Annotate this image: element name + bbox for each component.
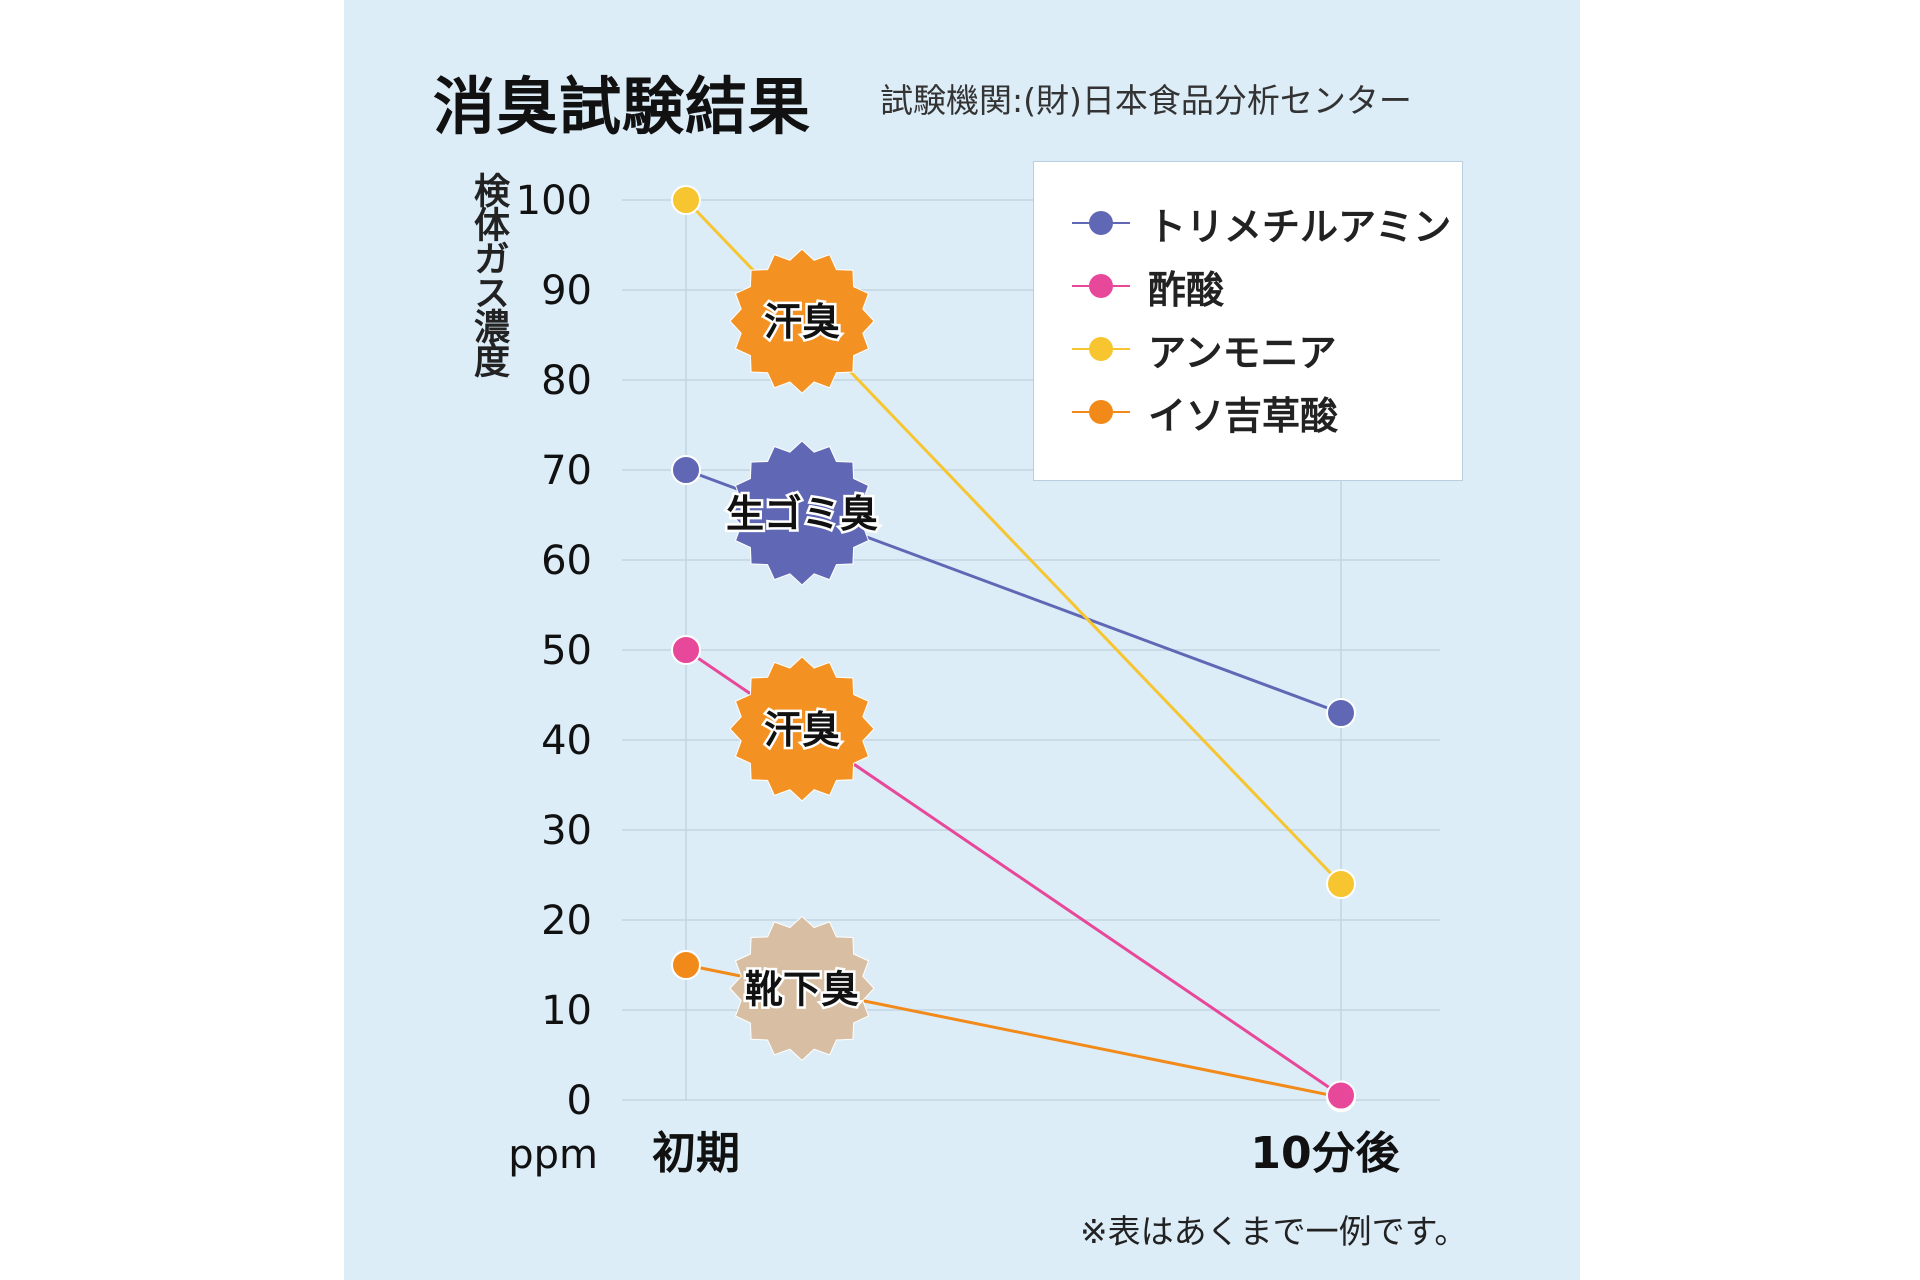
data-point (1326, 1080, 1356, 1111)
y-tick-label: 30 (541, 808, 592, 854)
y-tick-label: 60 (541, 538, 592, 584)
legend-label: イソ吉草酸 (1148, 393, 1339, 438)
disclaimer-note: ※表はあくまで一例です。 (1080, 1212, 1468, 1251)
odor-badge-label: 生ゴミ臭 (726, 492, 878, 536)
legend-label: アンモニア (1148, 330, 1337, 375)
legend-item-ammonia: アンモニア (1072, 324, 1337, 375)
odor-badge-label: 汗臭 (764, 300, 840, 344)
legend-item-isovaleric-acid: イソ吉草酸 (1072, 387, 1339, 438)
data-point (671, 950, 701, 980)
test-institution-label: 試験機関:(財)日本食品分析センター (880, 81, 1412, 120)
legend-marker (1072, 274, 1130, 298)
odor-badge (729, 656, 875, 802)
y-tick-label: 50 (541, 628, 592, 674)
y-tick-label: 90 (541, 268, 592, 314)
y-tick-label: 20 (541, 898, 592, 944)
data-point (671, 635, 701, 665)
legend-label: トリメチルアミン (1148, 204, 1452, 249)
data-point (1326, 698, 1356, 728)
legend-label: 酢酸 (1148, 267, 1225, 312)
odor-badge (729, 915, 875, 1062)
legend-marker (1072, 337, 1130, 361)
odor-badge (729, 440, 875, 586)
data-point (671, 455, 701, 485)
x-tick-label: 10分後 (1250, 1128, 1400, 1179)
y-tick-label: 70 (541, 448, 592, 494)
y-tick-label: 80 (541, 358, 592, 404)
legend-marker (1072, 211, 1130, 235)
legend-item-trimethylamine: トリメチルアミン (1072, 198, 1452, 249)
y-tick-label: 40 (541, 718, 592, 764)
y-tick-label: 10 (541, 988, 592, 1034)
odor-badge (729, 248, 875, 394)
y-tick-label: 0 (567, 1078, 592, 1124)
chart-title: 消臭試験結果 (433, 70, 812, 143)
chart-legend: トリメチルアミン 酢酸 アンモニア イソ吉草酸 (1033, 161, 1463, 481)
odor-badge-label: 靴下臭 (745, 967, 859, 1011)
legend-item-acetic-acid: 酢酸 (1072, 261, 1225, 312)
y-axis-label: 検体ガス濃度 (468, 172, 509, 376)
data-point (671, 185, 701, 215)
data-point (1326, 869, 1356, 899)
y-tick-label: 100 (516, 178, 592, 224)
legend-marker (1072, 400, 1130, 424)
y-unit-label: ppm (508, 1132, 598, 1178)
odor-badge-label: 汗臭 (764, 708, 840, 752)
x-tick-label: 初期 (652, 1128, 740, 1179)
